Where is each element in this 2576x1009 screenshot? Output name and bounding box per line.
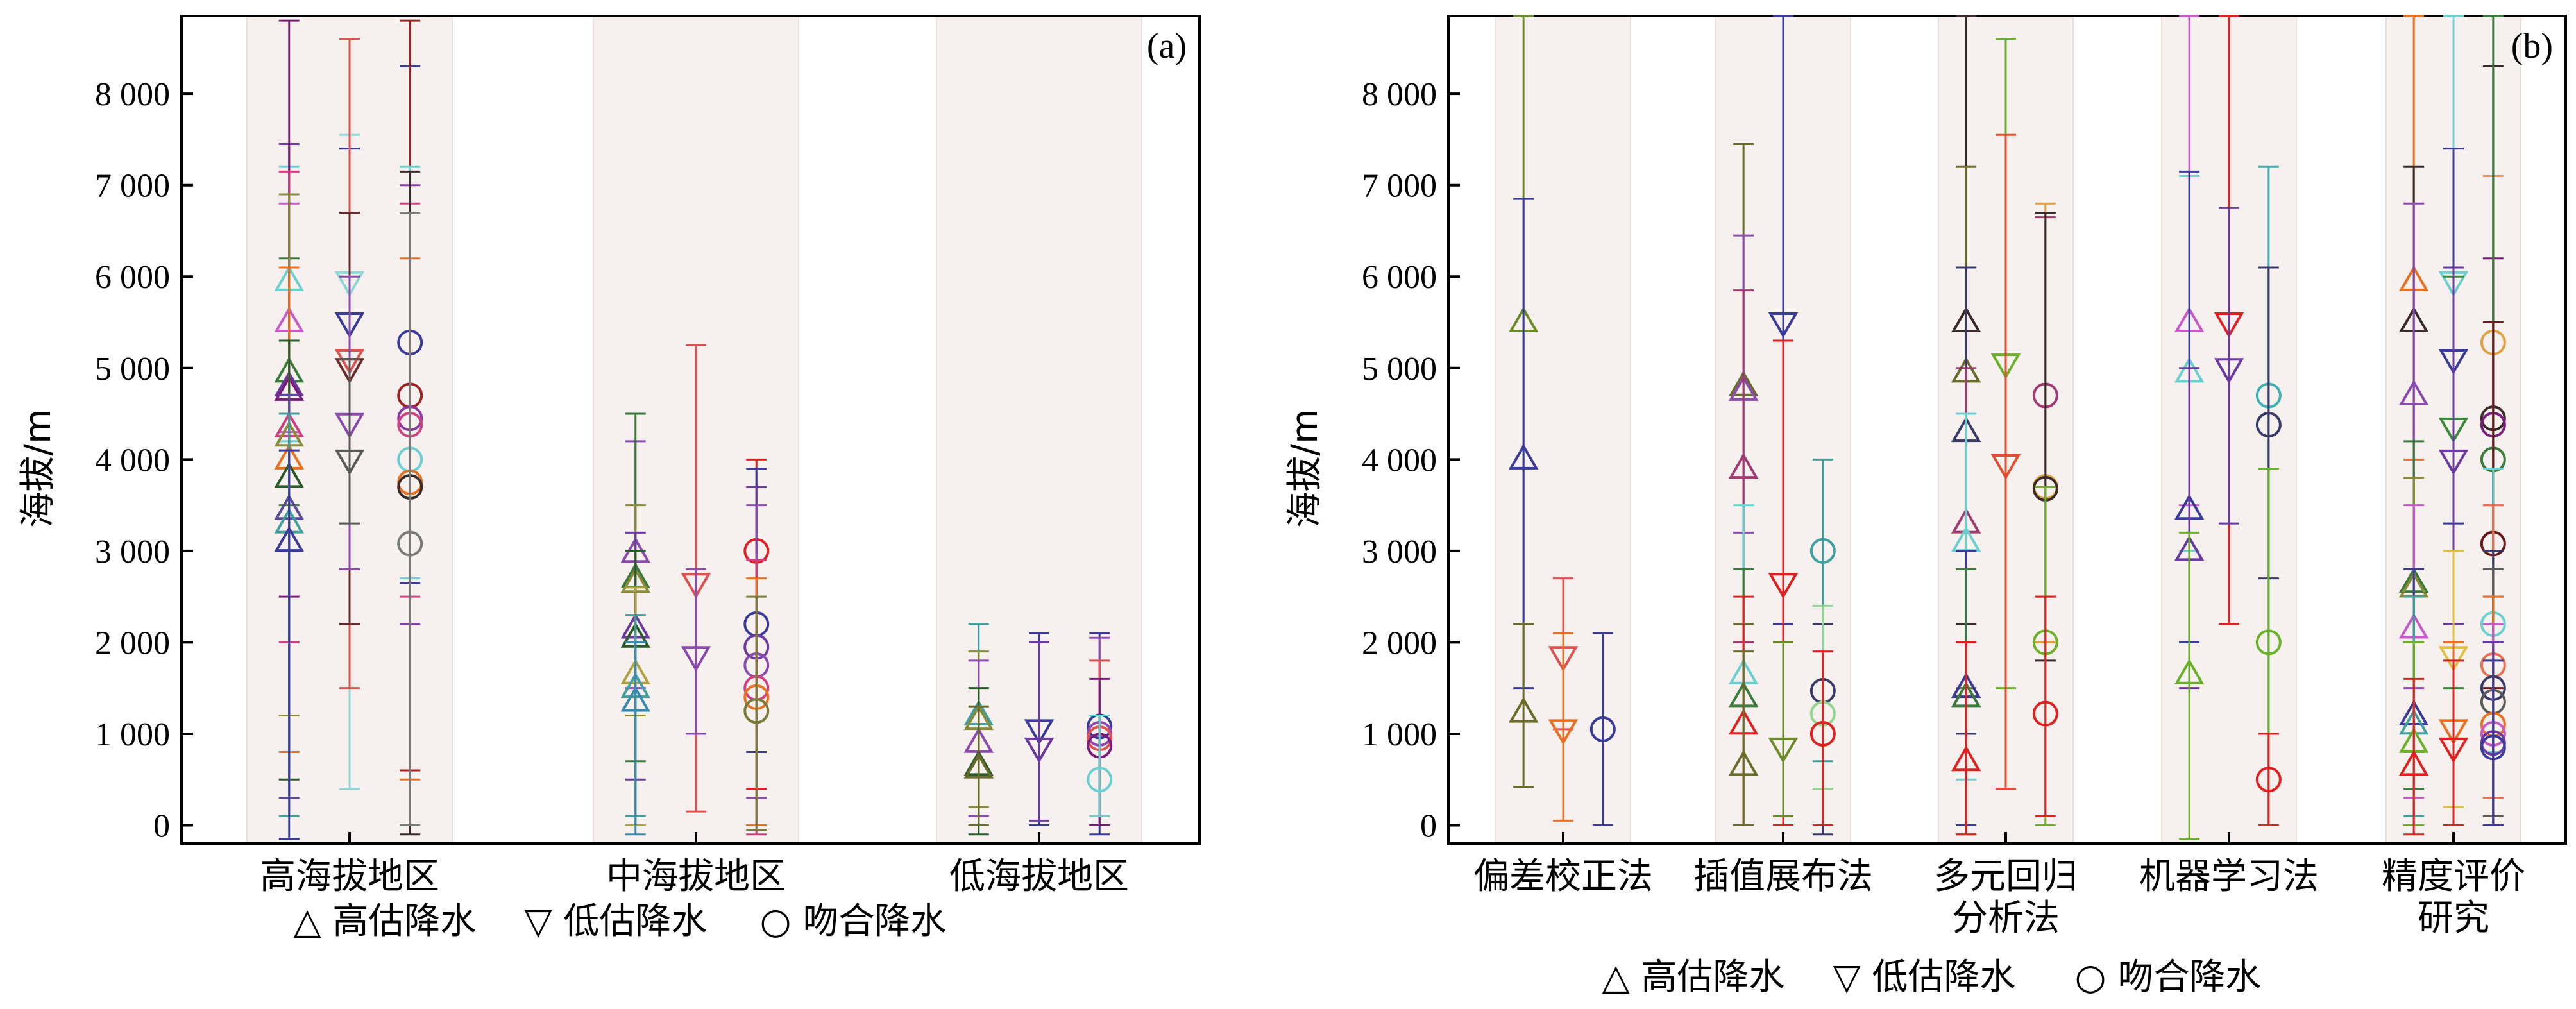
- y-tick-label: 3 000: [95, 534, 170, 570]
- data-point-matched: [1087, 767, 1113, 793]
- x-category-label: 机器学习法: [2139, 856, 2319, 897]
- y-tick-label: 3 000: [1362, 534, 1437, 570]
- data-point-matched: [1589, 716, 1616, 742]
- data-point-overestimate: [1728, 750, 1759, 776]
- y-tick-label: 2 000: [1362, 625, 1437, 661]
- x-category-label: 精度评价: [2382, 856, 2525, 897]
- data-point-overestimate: [620, 686, 651, 712]
- legend-entry: ○ 吻合降水: [2075, 956, 2262, 998]
- data-point-overestimate: [1508, 697, 1539, 723]
- data-point-underestimate: [2438, 449, 2469, 476]
- data-point-underestimate: [1024, 737, 1055, 764]
- y-tick-label: 6 000: [1362, 259, 1437, 296]
- legend-entry: △ 高估降水: [294, 901, 477, 942]
- data-point-matched: [397, 530, 423, 557]
- data-point-overestimate: [1508, 443, 1539, 470]
- data-point-overestimate: [1951, 745, 1981, 772]
- y-tick-label: 1 000: [1362, 716, 1437, 753]
- data-point-overestimate: [2398, 379, 2429, 406]
- y-tick-label: 5 000: [1362, 351, 1437, 387]
- data-point-underestimate: [2438, 737, 2469, 764]
- y-axis-label: 海拔/m: [1284, 409, 1326, 527]
- data-point-overestimate: [2398, 750, 2429, 776]
- chart-panel-b: 0 1 000 2 000 3 000 4 000 5 000 6 000 7 000 8 00…: [1284, 15, 2567, 998]
- data-point-overestimate: [1728, 452, 1759, 479]
- y-tick-label: 0: [1420, 808, 1437, 844]
- data-point-matched: [2255, 412, 2282, 438]
- data-point-underestimate: [334, 449, 365, 476]
- legend-entry: △ 高估降水: [1602, 956, 1785, 998]
- x-category-label: 研究: [2418, 897, 2489, 939]
- data-point-underestimate: [1768, 312, 1799, 339]
- y-tick-label: 5 000: [95, 351, 170, 387]
- panel-label: (a): [1147, 26, 1187, 66]
- data-point-matched: [1809, 720, 1836, 747]
- data-point-underestimate: [1548, 719, 1579, 745]
- y-tick-label: 8 000: [95, 76, 170, 113]
- data-point-underestimate: [681, 646, 711, 672]
- data-point-overestimate: [274, 525, 305, 552]
- legend-entry: ▽ 低估降水: [525, 901, 708, 942]
- x-category-label: 中海拔地区: [606, 856, 786, 897]
- y-tick-label: 2 000: [95, 625, 170, 661]
- y-tick-label: 1 000: [95, 716, 170, 753]
- data-point-underestimate: [1990, 454, 2021, 480]
- x-category-label: 分析法: [1952, 897, 2060, 939]
- data-point-matched: [2255, 629, 2282, 656]
- y-tick-label: 7 000: [1362, 168, 1437, 205]
- data-point-matched: [1809, 538, 1836, 564]
- y-tick-label: 7 000: [95, 168, 170, 205]
- y-tick-label: 4 000: [95, 442, 170, 479]
- x-category-label: 偏差校正法: [1473, 856, 1653, 897]
- data-point-matched: [2480, 734, 2506, 761]
- x-category-label: 多元回归: [1934, 856, 2078, 897]
- data-point-underestimate: [1768, 737, 1799, 764]
- data-point-matched: [2255, 767, 2282, 793]
- data-point-underestimate: [1768, 573, 1799, 599]
- plot-frame: [180, 15, 1201, 845]
- y-axis-label: 海拔/m: [17, 409, 59, 527]
- panel-label: (b): [2511, 26, 2553, 66]
- data-point-overestimate: [963, 752, 994, 779]
- x-category-label: 高海拔地区: [260, 856, 439, 897]
- data-point-overestimate: [2174, 658, 2205, 684]
- y-tick-label: 6 000: [95, 259, 170, 296]
- data-point-underestimate: [2214, 358, 2244, 384]
- data-point-matched: [743, 698, 770, 724]
- y-tick-label: 0: [153, 808, 170, 844]
- x-category-label: 低海拔地区: [949, 856, 1129, 897]
- legend-entry: ▽ 低估降水: [1833, 956, 2016, 998]
- chart-panel-a: 0 1 000 2 000 3 000 4 000 5 000 6 000 7 000 8 00…: [17, 15, 1201, 942]
- data-point-matched: [2032, 700, 2058, 727]
- y-tick-label: 4 000: [1362, 442, 1437, 479]
- x-category-label: 插值展布法: [1693, 856, 1873, 897]
- y-tick-label: 8 000: [1362, 76, 1437, 113]
- legend-entry: ○ 吻合降水: [760, 901, 947, 942]
